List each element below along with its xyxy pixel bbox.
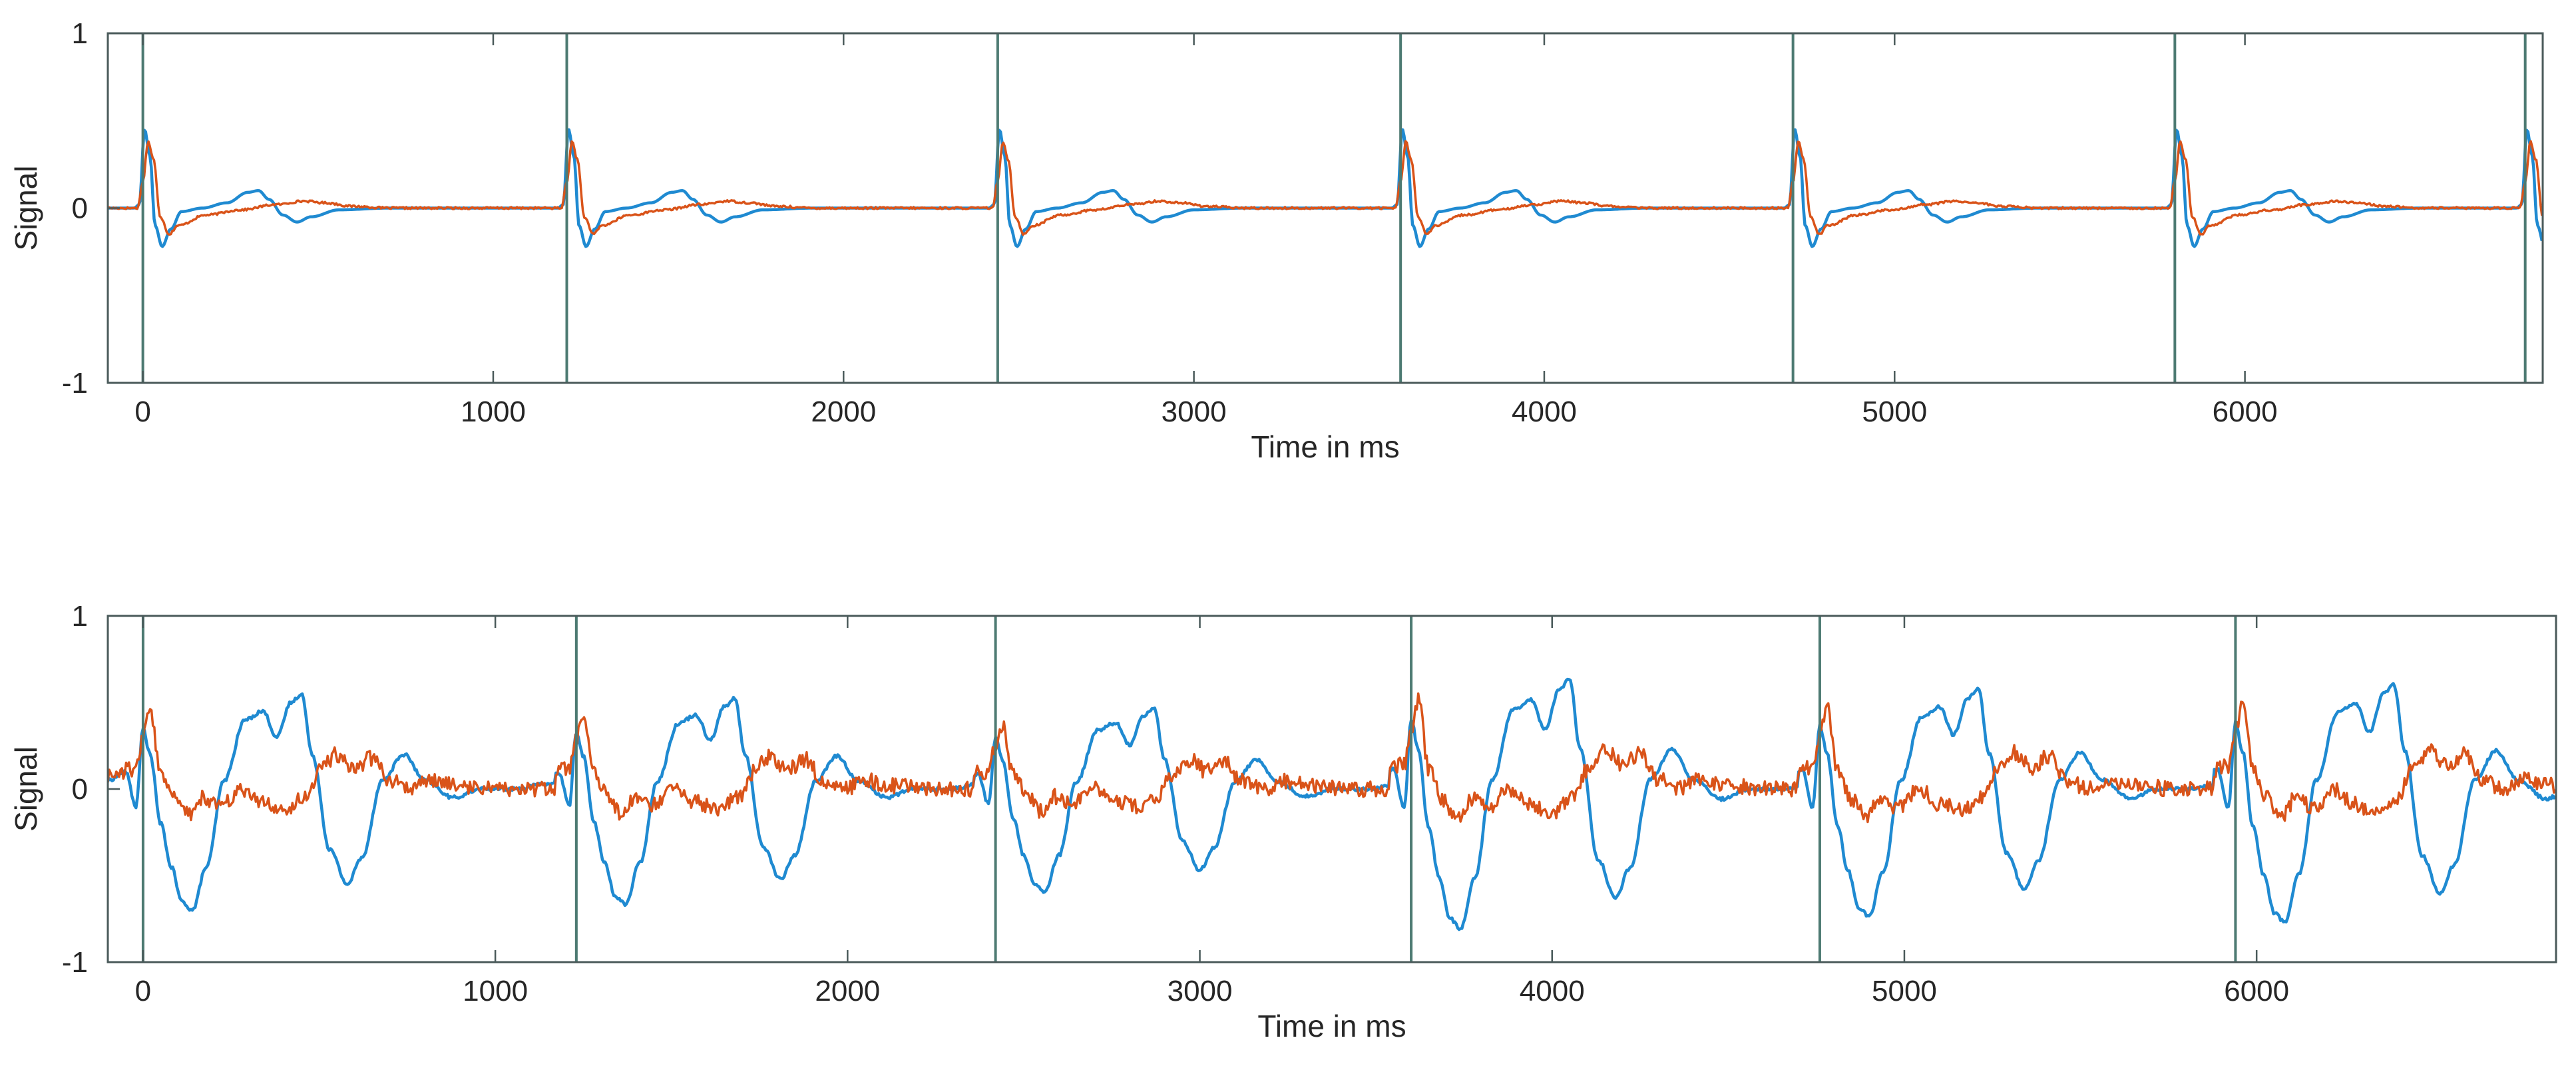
y-tick-label: -1 xyxy=(62,367,88,400)
y-tick-label: 0 xyxy=(72,773,88,806)
x-tick-label: 2000 xyxy=(815,975,880,1007)
x-tick-label: 6000 xyxy=(2213,396,2278,428)
y-tick-label: 1 xyxy=(72,17,88,50)
x-tick-label: 4000 xyxy=(1512,396,1577,428)
series-line-orange xyxy=(108,140,2543,236)
x-tick-label: 5000 xyxy=(1872,975,1937,1007)
y-axis-label: Signal xyxy=(9,166,43,251)
y-tick-label: -1 xyxy=(62,946,88,979)
plot-data xyxy=(108,677,2556,932)
x-tick-label: 0 xyxy=(134,396,150,428)
x-tick-label: 2000 xyxy=(811,396,876,428)
top-subplot: 0 1000 2000 3000 4000 5000 6000 -1 0 1 Time in ms S… xyxy=(9,17,2544,464)
x-tick-label: 0 xyxy=(135,975,151,1007)
x-axis-label: Time in ms xyxy=(1251,429,1399,464)
x-tick-label: 6000 xyxy=(2224,975,2289,1007)
plot-data xyxy=(108,128,2543,248)
series-line-blue xyxy=(108,677,2556,932)
x-axis-label: Time in ms xyxy=(1257,1009,1406,1043)
x-tick-label: 5000 xyxy=(1862,396,1927,428)
series-line-blue xyxy=(108,128,2543,248)
bottom-subplot: 0 1000 2000 3000 4000 5000 6000 -1 0 1 Time in ms S… xyxy=(9,600,2557,1043)
y-tick-label: 1 xyxy=(72,600,88,633)
y-axis-label: Signal xyxy=(9,746,43,832)
x-tick-label: 1000 xyxy=(463,975,528,1007)
x-tick-label: 3000 xyxy=(1162,396,1227,428)
series-line-orange xyxy=(108,692,2556,824)
x-tick-label: 4000 xyxy=(1520,975,1585,1007)
y-tick-label: 0 xyxy=(72,192,88,225)
x-tick-label: 3000 xyxy=(1168,975,1233,1007)
x-tick-label: 1000 xyxy=(461,396,526,428)
